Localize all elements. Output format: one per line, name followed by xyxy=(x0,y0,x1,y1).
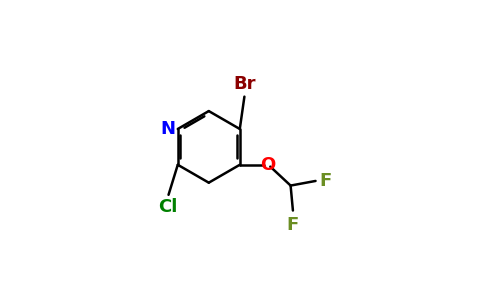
Text: N: N xyxy=(160,120,175,138)
Text: O: O xyxy=(260,156,275,174)
Text: Br: Br xyxy=(233,75,256,93)
Text: F: F xyxy=(319,172,332,190)
Text: F: F xyxy=(287,216,299,234)
Text: Cl: Cl xyxy=(158,198,177,216)
